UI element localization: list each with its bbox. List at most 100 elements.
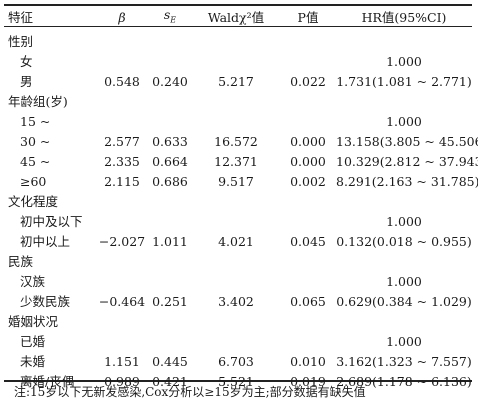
cell-beta <box>96 32 148 52</box>
cell-wald: 12.371 <box>214 153 258 169</box>
group-row: 性别 <box>4 32 472 52</box>
group-row: 年龄组(岁) <box>4 92 472 112</box>
cell-hr <box>336 312 472 332</box>
cell-beta: 1.151 <box>104 353 140 369</box>
table-row: 15 ~ 1.000 <box>4 112 472 132</box>
cell-se <box>148 272 192 292</box>
cell-hr: 0.629(0.384 ~ 1.029) <box>336 293 472 309</box>
table-header-rule <box>4 26 472 27</box>
cell-feature: 文化程度 <box>8 193 59 209</box>
cell-beta: 2.115 <box>104 173 140 189</box>
table-top-rule <box>4 4 472 6</box>
cell-hr: 1.000 <box>386 53 422 69</box>
table-row: 女 1.000 <box>4 52 472 72</box>
header-se: sE <box>148 4 192 32</box>
table-row: 未婚 1.151 0.445 6.703 0.010 3.162(1.323 ~ 7.55… <box>4 352 472 372</box>
cell-feature: ≥60 <box>20 173 47 189</box>
cell-hr <box>336 252 472 272</box>
cell-hr: 10.329(2.812 ~ 37.943) <box>336 153 478 169</box>
header-hr: HR值(95%CI) <box>361 9 447 25</box>
cell-beta: 0.989 <box>104 373 140 389</box>
cell-p <box>280 112 336 132</box>
table-footnote: 注:15岁以下无新发感染,Cox分析以≥15岁为主;部分数据有缺失值 <box>14 385 366 399</box>
table-row: 初中及以下 1.000 <box>4 212 472 232</box>
cox-regression-table: 特征 β sE Waldχ²值 P值 HR值(95%CI) 性别女 1.000 男 0… <box>4 4 478 392</box>
cell-hr: 1.731(1.081 ~ 2.771) <box>336 73 472 89</box>
cell-feature: 民族 <box>8 253 34 269</box>
cell-se: 0.421 <box>152 373 188 389</box>
cell-p: 0.000 <box>290 133 326 149</box>
cell-hr <box>336 192 472 212</box>
cell-beta <box>96 312 148 332</box>
cell-wald: 6.703 <box>218 353 254 369</box>
table-row: 45 ~ 2.335 0.664 12.371 0.000 10.329(2.812 ~ … <box>4 152 478 172</box>
table-bottom-rule <box>4 380 472 382</box>
cell-p <box>280 332 336 352</box>
cell-hr: 13.158(3.805 ~ 45.506) <box>336 133 478 149</box>
table-body: 性别女 1.000 男 0.548 0.240 5.217 0.022 1.731(1.081… <box>4 32 478 392</box>
cell-se: 0.633 <box>152 133 188 149</box>
cell-feature: 30 ~ <box>20 133 51 149</box>
cell-se: 0.664 <box>152 153 188 169</box>
cell-hr <box>336 92 472 112</box>
table-row: 汉族 1.000 <box>4 272 472 292</box>
cell-p <box>280 192 336 212</box>
group-row: 文化程度 <box>4 192 472 212</box>
cell-beta <box>96 252 148 272</box>
cell-feature: 性别 <box>8 33 34 49</box>
cell-wald <box>192 52 280 72</box>
cell-se <box>148 312 192 332</box>
cell-p <box>280 32 336 52</box>
header-se-sub: E <box>170 15 177 25</box>
cell-beta: 2.335 <box>104 153 140 169</box>
cell-wald <box>192 92 280 112</box>
cell-wald: 9.517 <box>218 173 254 189</box>
cell-feature: 年龄组(岁) <box>8 93 68 109</box>
cell-p: 0.065 <box>290 293 326 309</box>
cell-se: 1.011 <box>152 233 188 249</box>
cell-p: 0.010 <box>290 353 326 369</box>
cell-p: 0.022 <box>290 73 326 89</box>
cell-beta <box>96 92 148 112</box>
cell-wald: 4.021 <box>218 233 254 249</box>
cell-feature: 婚姻状况 <box>8 313 59 329</box>
cell-wald <box>192 192 280 212</box>
cell-beta: −2.027 <box>98 233 146 249</box>
cell-hr: 0.132(0.018 ~ 0.955) <box>336 233 472 249</box>
cell-feature: 少数民族 <box>20 293 71 309</box>
group-row: 婚姻状况 <box>4 312 472 332</box>
header-se-base: s <box>163 7 171 22</box>
cell-wald <box>192 332 280 352</box>
cell-hr: 2.689(1.178 ~ 6.136) <box>336 373 472 389</box>
cell-feature: 未婚 <box>20 353 46 369</box>
cell-wald <box>192 112 280 132</box>
cell-p: 0.002 <box>290 173 326 189</box>
table-row: ≥60 2.115 0.686 9.517 0.002 8.291(2.163 ~ 31.… <box>4 172 478 192</box>
cell-beta <box>96 192 148 212</box>
cell-p <box>280 52 336 72</box>
cell-se: 0.686 <box>152 173 188 189</box>
cell-hr: 3.162(1.323 ~ 7.557) <box>336 353 472 369</box>
cell-se <box>148 252 192 272</box>
cell-se <box>148 332 192 352</box>
cell-hr: 1.000 <box>386 113 422 129</box>
cell-se <box>148 212 192 232</box>
cell-wald: 3.402 <box>218 293 254 309</box>
table-row: 少数民族 −0.464 0.251 3.402 0.065 0.629(0.384 ~ 1… <box>4 292 472 312</box>
cell-beta: 0.548 <box>104 73 140 89</box>
cell-se: 0.445 <box>152 353 188 369</box>
cell-wald <box>192 312 280 332</box>
cell-wald <box>192 272 280 292</box>
cell-p: 0.045 <box>290 233 326 249</box>
cell-feature: 汉族 <box>20 273 46 289</box>
cell-beta <box>96 212 148 232</box>
group-row: 民族 <box>4 252 472 272</box>
cell-se <box>148 192 192 212</box>
cell-feature: 女 <box>20 53 33 69</box>
cell-p: 0.019 <box>290 373 326 389</box>
cell-feature: 45 ~ <box>20 153 51 169</box>
cell-p: 0.000 <box>290 153 326 169</box>
cell-feature: 初中以上 <box>20 233 71 249</box>
cell-se <box>148 32 192 52</box>
cell-p <box>280 312 336 332</box>
